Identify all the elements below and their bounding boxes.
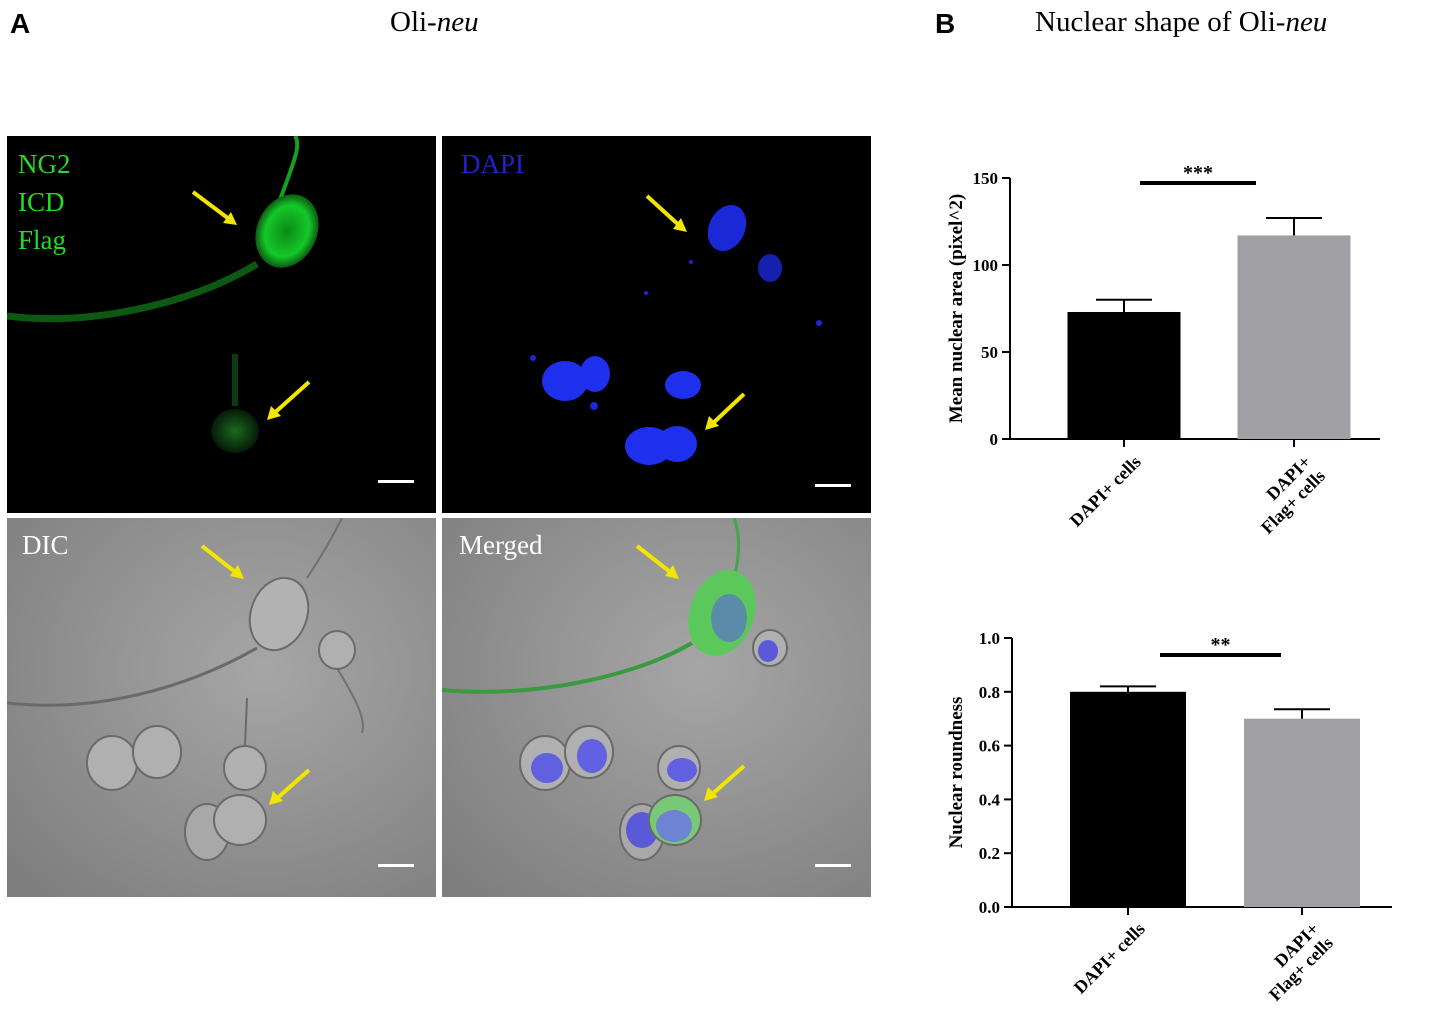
panel-b-title: Nuclear shape of Oli-neu [1035, 6, 1327, 39]
area-y-tick-label: 100 [973, 256, 999, 275]
roundness-y-tick-label: 0.2 [979, 844, 1000, 863]
panel-a-title-main: Oli- [390, 6, 437, 38]
area-y-tick-label: 50 [981, 343, 998, 362]
area-y-tick-label: 0 [990, 430, 999, 449]
roundness-significance-label: ** [1211, 634, 1231, 656]
panel-a-letter: A [10, 8, 31, 39]
merged-image [442, 518, 871, 897]
ng2-image [7, 136, 414, 483]
dic-label: DIC [22, 530, 69, 560]
merged-label: Merged [459, 530, 543, 560]
area-y-label: Mean nuclear area (pixel^2) [946, 194, 967, 423]
roundness-y-tick-label: 0.0 [979, 898, 1000, 917]
panel-b-title-italic: neu [1285, 6, 1328, 38]
panel-a-title-italic: neu [436, 6, 479, 38]
roundness-bar-2 [1244, 718, 1360, 907]
panel-b-title-main: Nuclear shape of Oli- [1035, 6, 1286, 38]
roundness-y-tick-label: 0.6 [979, 737, 1000, 756]
ng2-label: NG2 ICD Flag [18, 149, 71, 255]
area-y-tick-label: 150 [973, 169, 999, 188]
panel-a-title: Oli-neu [390, 6, 479, 39]
roundness-y-tick-label: 0.4 [979, 790, 1001, 809]
roundness-category-label-1: DAPI+ cells [1070, 919, 1149, 998]
micrograph-dic: DIC [7, 518, 436, 897]
area-bar-1 [1067, 311, 1181, 439]
area-bar-2 [1237, 235, 1351, 439]
dic-image [7, 518, 436, 897]
dapi-label: DAPI [461, 149, 525, 179]
area-category-label-1: DAPI+ cells [1066, 452, 1145, 531]
roundness-category-label-2: DAPI+Flag+ cells [1251, 919, 1337, 1005]
roundness-y-tick-label: 1.0 [979, 629, 1000, 648]
micrograph-ng2-icd-flag: NG2 ICD Flag [7, 136, 436, 513]
area-significance-label: *** [1183, 162, 1213, 184]
micrograph-dapi: DAPI [442, 136, 871, 513]
area-category-label-2: DAPI+Flag+ cells [1243, 452, 1329, 538]
micrograph-merged: Merged [442, 518, 871, 897]
roundness-bar-1 [1070, 691, 1186, 907]
dapi-image [530, 194, 851, 487]
panel-b-letter: B [935, 8, 956, 39]
roundness-y-label: Nuclear roundness [946, 697, 967, 849]
roundness-y-tick-label: 0.8 [979, 683, 1000, 702]
